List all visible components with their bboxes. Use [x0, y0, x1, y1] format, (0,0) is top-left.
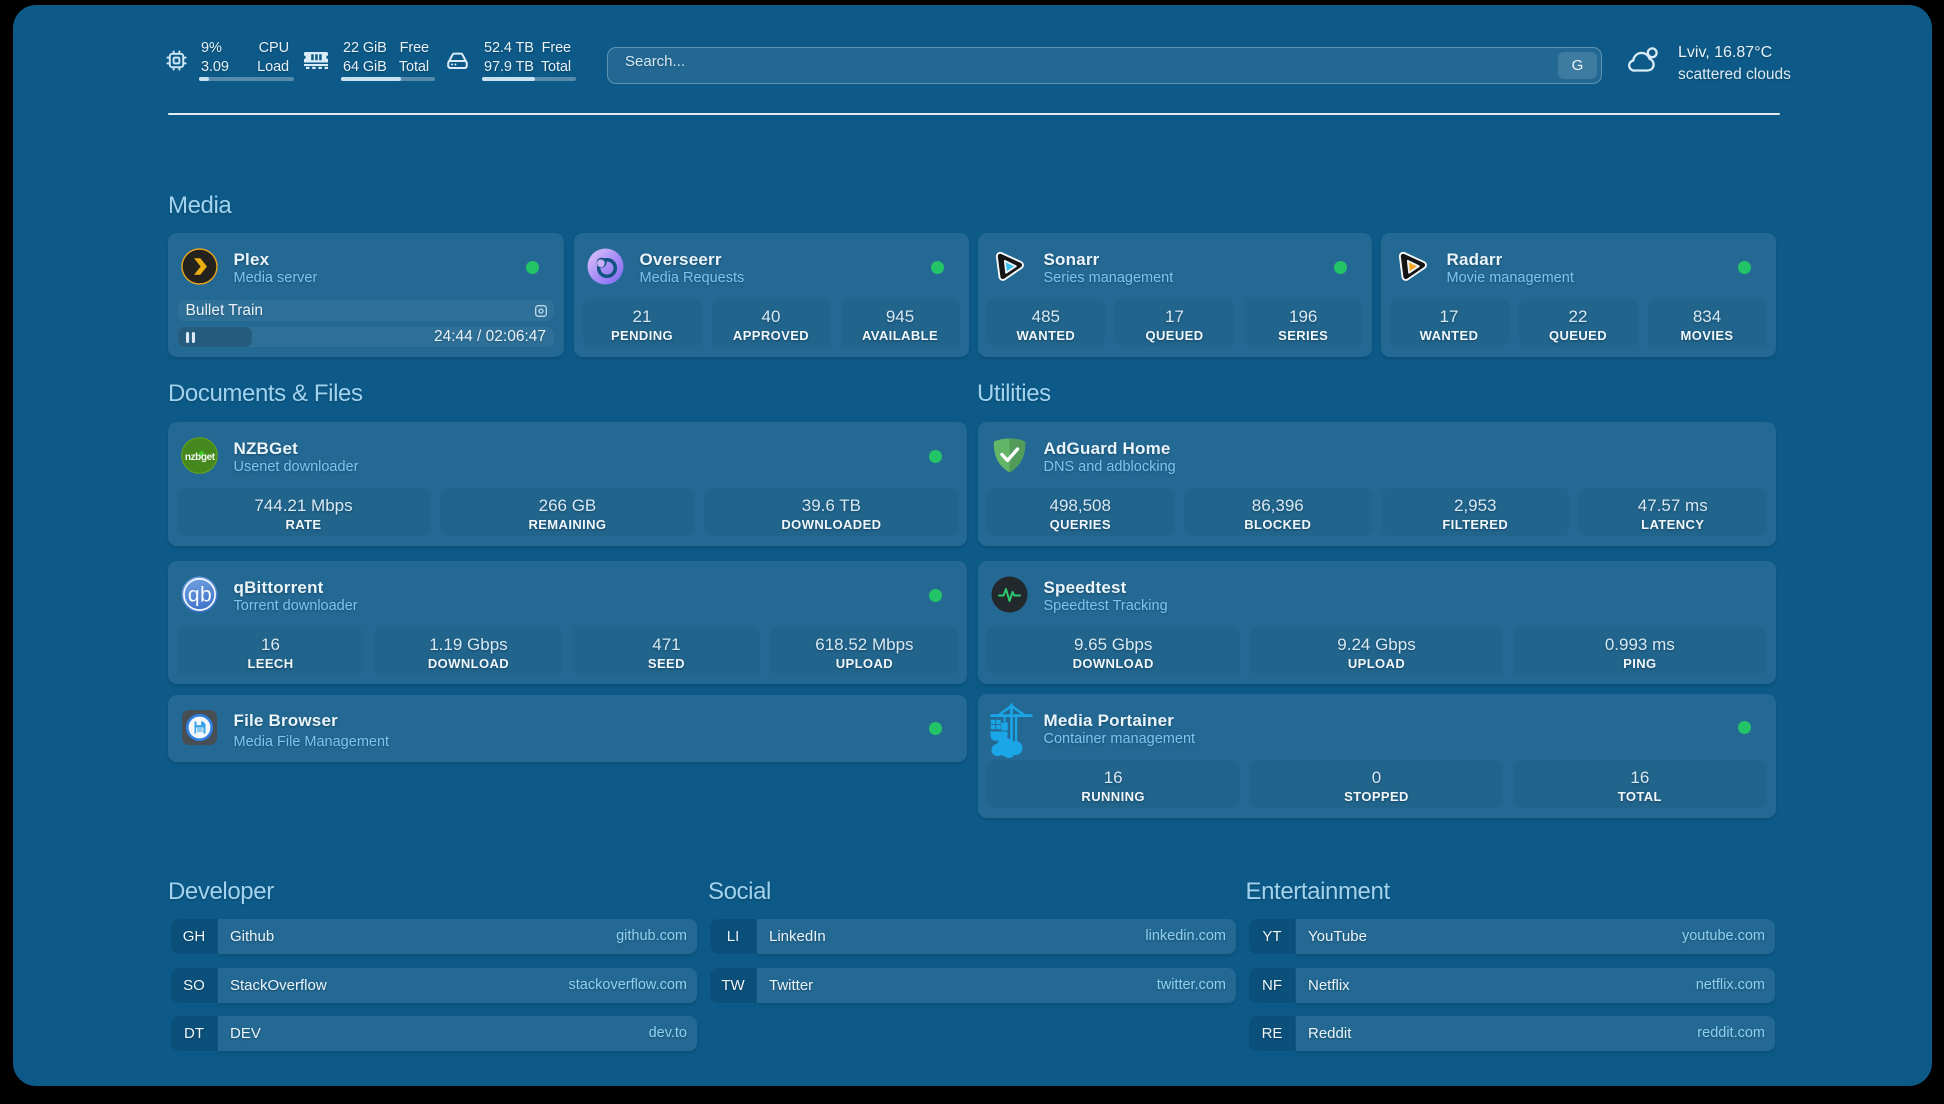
svg-text:qb: qb: [187, 584, 211, 607]
svg-text:nzbget: nzbget: [184, 452, 215, 463]
